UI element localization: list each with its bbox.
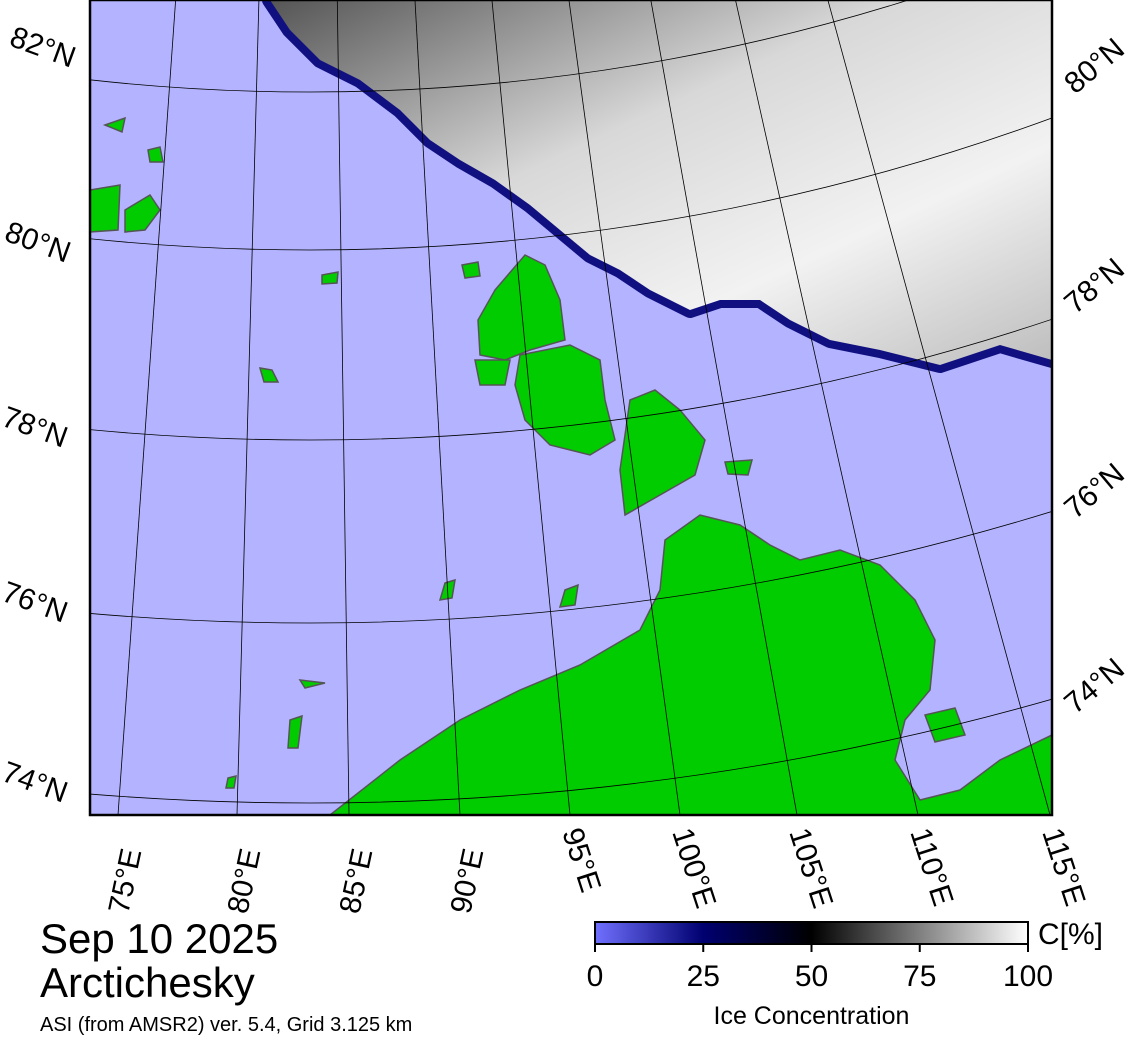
lon-label: 95°E	[555, 824, 607, 896]
lat-label-right: 78°N	[1058, 252, 1131, 320]
lat-label-right: 74°N	[1058, 652, 1131, 720]
land	[90, 116, 1052, 815]
lon-label: 105°E	[782, 824, 839, 912]
lon-label: 110°E	[903, 824, 959, 910]
map-area	[90, 0, 1052, 815]
longitude-line	[336, 0, 350, 815]
longitude-line	[650, 0, 798, 815]
colorbar-tick-label: 0	[587, 960, 604, 993]
colorbar-ramp	[594, 921, 1029, 945]
lat-label-left: 78°N	[0, 401, 72, 455]
lon-label: 100°E	[665, 824, 722, 912]
colorbar: 0 25 50 75 100 C[%] Ice Concentration	[587, 918, 1103, 1030]
colorbar-tick-label: 25	[687, 960, 720, 993]
lat-label-left: 76°N	[0, 576, 72, 630]
colorbar-tick-label: 50	[795, 960, 828, 993]
lon-label: 90°E	[445, 846, 491, 917]
colorbar-tick-label: 100	[1003, 960, 1053, 993]
longitude-line	[236, 0, 260, 815]
longitude-line	[735, 0, 919, 815]
lat-label-right: 76°N	[1058, 457, 1131, 525]
date: Sep 10 2025	[40, 915, 278, 962]
longitude-line	[414, 0, 461, 815]
source: ASI (from AMSR2) ver. 5.4, Grid 3.125 km	[40, 1014, 412, 1036]
longitude-line	[568, 0, 681, 815]
colorbar-label: Ice Concentration	[714, 1002, 910, 1030]
lat-label-left: 82°N	[6, 21, 80, 75]
longitude-line	[827, 0, 1051, 815]
lon-label: 80°E	[222, 846, 268, 917]
lat-label-left: 80°N	[1, 216, 75, 270]
map-frame	[88, 0, 1054, 817]
region: Arctichesky	[40, 959, 255, 1006]
colorbar-tick-label: 75	[903, 960, 936, 993]
lat-label-left: 74°N	[0, 756, 72, 810]
graticule	[90, 0, 1052, 815]
sea-ice-core	[270, 0, 1052, 365]
lon-label: 115°E	[1035, 824, 1091, 910]
longitude-line	[117, 0, 177, 815]
lon-label: 75°E	[103, 846, 149, 917]
lat-label-right: 80°N	[1058, 32, 1131, 100]
longitude-line	[491, 0, 571, 815]
lon-label: 85°E	[334, 846, 380, 917]
colorbar-unit: C[%]	[1038, 918, 1103, 951]
